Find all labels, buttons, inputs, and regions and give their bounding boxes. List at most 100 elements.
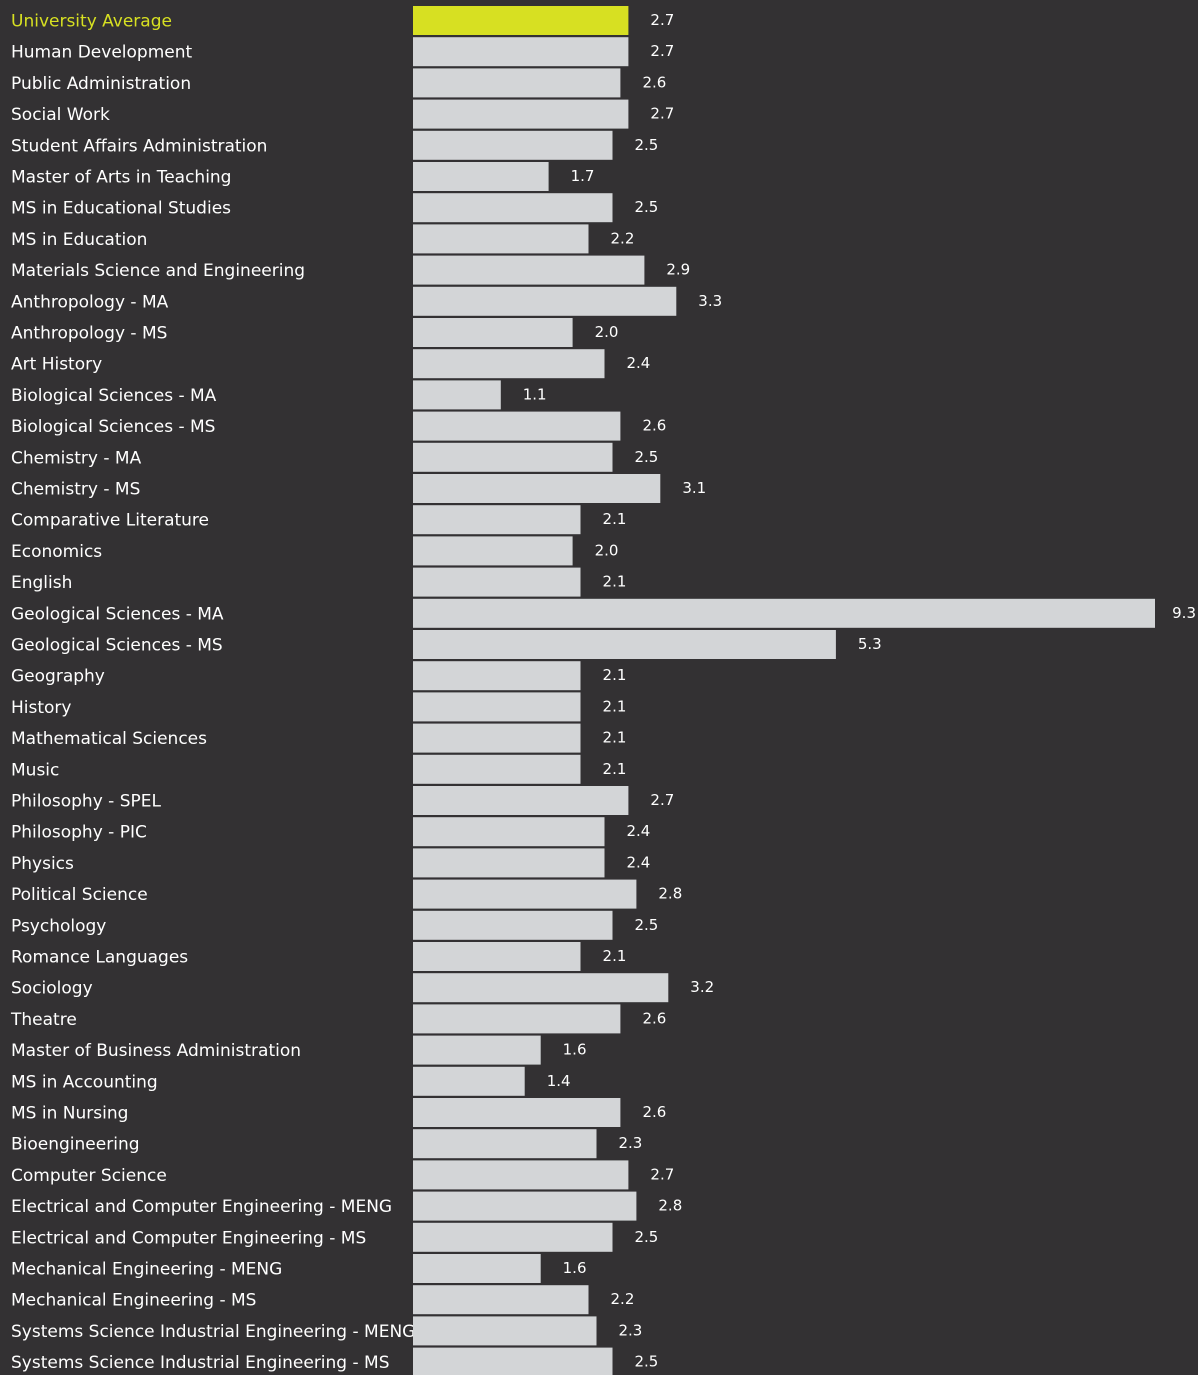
category-label: Computer Science bbox=[11, 1166, 167, 1186]
value-label: 1.1 bbox=[523, 385, 547, 403]
bar bbox=[413, 817, 605, 847]
value-label: 2.1 bbox=[603, 666, 627, 684]
value-label: 1.6 bbox=[563, 1259, 587, 1277]
value-label: 2.1 bbox=[603, 760, 627, 778]
bar bbox=[413, 255, 645, 285]
bar bbox=[413, 286, 677, 316]
value-label: 2.7 bbox=[650, 791, 674, 809]
category-label: Romance Languages bbox=[11, 948, 188, 968]
category-label: Music bbox=[11, 760, 59, 780]
category-label: Art History bbox=[11, 355, 102, 375]
category-label: Electrical and Computer Engineering - ME… bbox=[11, 1197, 392, 1217]
value-label: 2.1 bbox=[603, 573, 627, 591]
bar bbox=[413, 1129, 597, 1159]
bar bbox=[413, 130, 613, 160]
bar bbox=[413, 567, 581, 597]
category-label: Economics bbox=[11, 542, 102, 562]
value-label: 3.1 bbox=[682, 479, 706, 497]
category-label: University Average bbox=[11, 12, 172, 32]
value-label: 2.0 bbox=[595, 541, 619, 559]
value-label: 2.1 bbox=[603, 947, 627, 965]
category-label: Electrical and Computer Engineering - MS bbox=[11, 1228, 366, 1248]
value-label: 3.2 bbox=[690, 978, 714, 996]
category-label: Physics bbox=[11, 854, 74, 874]
bar bbox=[413, 630, 836, 659]
bar bbox=[413, 1160, 629, 1190]
bar bbox=[413, 973, 669, 1003]
bar bbox=[413, 1191, 637, 1221]
value-label: 2.5 bbox=[634, 1228, 658, 1246]
bar bbox=[413, 723, 581, 753]
value-label: 1.4 bbox=[547, 1072, 571, 1090]
bar bbox=[413, 754, 581, 784]
bar-highlight bbox=[413, 6, 629, 35]
bar bbox=[413, 1316, 597, 1346]
category-label: Mathematical Sciences bbox=[11, 729, 207, 749]
category-label: Systems Science Industrial Engineering -… bbox=[11, 1353, 390, 1373]
value-label: 2.1 bbox=[603, 510, 627, 528]
value-label: 2.4 bbox=[626, 853, 650, 871]
value-label: 2.3 bbox=[619, 1321, 643, 1339]
category-label: Social Work bbox=[11, 105, 110, 125]
bar bbox=[413, 1285, 589, 1315]
value-label: 2.2 bbox=[611, 229, 635, 247]
category-label: Materials Science and Engineering bbox=[11, 261, 305, 281]
value-label: 2.5 bbox=[634, 1353, 658, 1371]
bar bbox=[413, 442, 613, 472]
bar bbox=[413, 411, 621, 441]
value-label: 2.6 bbox=[642, 417, 666, 435]
bar bbox=[413, 1347, 613, 1375]
category-label: Geography bbox=[11, 667, 105, 687]
value-label: 2.4 bbox=[626, 354, 650, 372]
bar bbox=[413, 879, 637, 909]
category-label: Geological Sciences - MA bbox=[11, 604, 224, 624]
category-label: Theatre bbox=[10, 1010, 77, 1030]
category-label: Sociology bbox=[11, 979, 93, 999]
value-label: 2.6 bbox=[642, 73, 666, 91]
bar bbox=[413, 661, 581, 691]
category-label: Biological Sciences - MS bbox=[11, 417, 215, 437]
category-label: Master of Business Administration bbox=[11, 1041, 301, 1061]
category-label: Master of Arts in Teaching bbox=[11, 168, 231, 188]
bar bbox=[413, 942, 581, 971]
bar bbox=[413, 848, 605, 878]
category-label: Public Administration bbox=[11, 74, 191, 94]
value-label: 2.6 bbox=[642, 1009, 666, 1027]
bar bbox=[413, 1004, 621, 1034]
value-label: 1.7 bbox=[571, 167, 595, 185]
category-label: Anthropology - MA bbox=[11, 292, 169, 312]
value-label: 2.5 bbox=[634, 198, 658, 216]
bar bbox=[413, 598, 1155, 628]
bar bbox=[413, 37, 629, 67]
value-label: 2.8 bbox=[658, 885, 682, 903]
bar bbox=[413, 1222, 613, 1252]
category-label: Human Development bbox=[11, 43, 192, 63]
category-label: Mechanical Engineering - MENG bbox=[11, 1260, 282, 1280]
value-label: 2.7 bbox=[650, 105, 674, 123]
bar bbox=[413, 536, 573, 566]
value-label: 2.7 bbox=[650, 42, 674, 60]
category-label: Anthropology - MS bbox=[11, 324, 167, 344]
category-label: Comparative Literature bbox=[11, 511, 209, 531]
bar bbox=[413, 224, 589, 254]
bar bbox=[413, 474, 661, 503]
value-label: 2.5 bbox=[634, 916, 658, 934]
category-label: Political Science bbox=[11, 885, 148, 905]
category-label: Psychology bbox=[11, 916, 106, 936]
value-label: 1.6 bbox=[563, 1041, 587, 1059]
bar bbox=[413, 380, 501, 410]
value-label: 2.7 bbox=[650, 11, 674, 29]
bar bbox=[413, 349, 605, 379]
category-label: Student Affairs Administration bbox=[11, 136, 267, 156]
value-label: 2.1 bbox=[603, 697, 627, 715]
value-label: 2.8 bbox=[658, 1197, 682, 1215]
value-label: 2.5 bbox=[634, 136, 658, 154]
category-label: MS in Accounting bbox=[11, 1072, 158, 1092]
category-label: History bbox=[11, 698, 71, 718]
bar bbox=[413, 193, 613, 223]
value-label: 5.3 bbox=[858, 635, 882, 653]
bar bbox=[413, 786, 629, 815]
value-label: 2.9 bbox=[666, 261, 690, 279]
bar bbox=[413, 505, 581, 535]
